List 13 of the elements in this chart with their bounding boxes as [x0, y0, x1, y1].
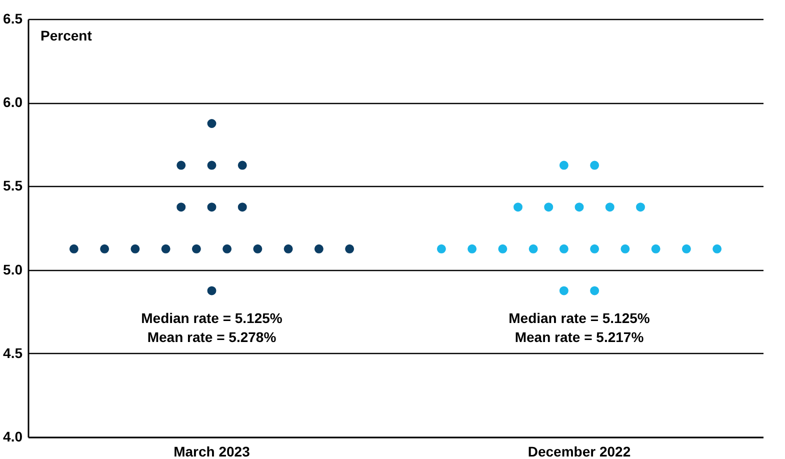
x-tick-label: December 2022 [528, 444, 631, 459]
y-tick-label: 5.0 [3, 261, 23, 278]
annotation: Mean rate = 5.217% [514, 329, 644, 345]
annotation: Median rate = 5.125% [141, 310, 283, 326]
y-tick-label: 5.5 [3, 178, 23, 194]
y-tick-label: 4.0 [3, 428, 23, 444]
y-tick-label: 6.5 [3, 10, 23, 26]
x-tick-label: March 2023 [174, 444, 250, 459]
annotation: Median rate = 5.125% [508, 310, 650, 326]
y-axis-title: Percent [40, 28, 92, 44]
y-tick-label: 6.0 [3, 94, 23, 110]
annotation: Mean rate = 5.278% [147, 329, 277, 345]
y-tick-label: 4.5 [3, 344, 23, 361]
